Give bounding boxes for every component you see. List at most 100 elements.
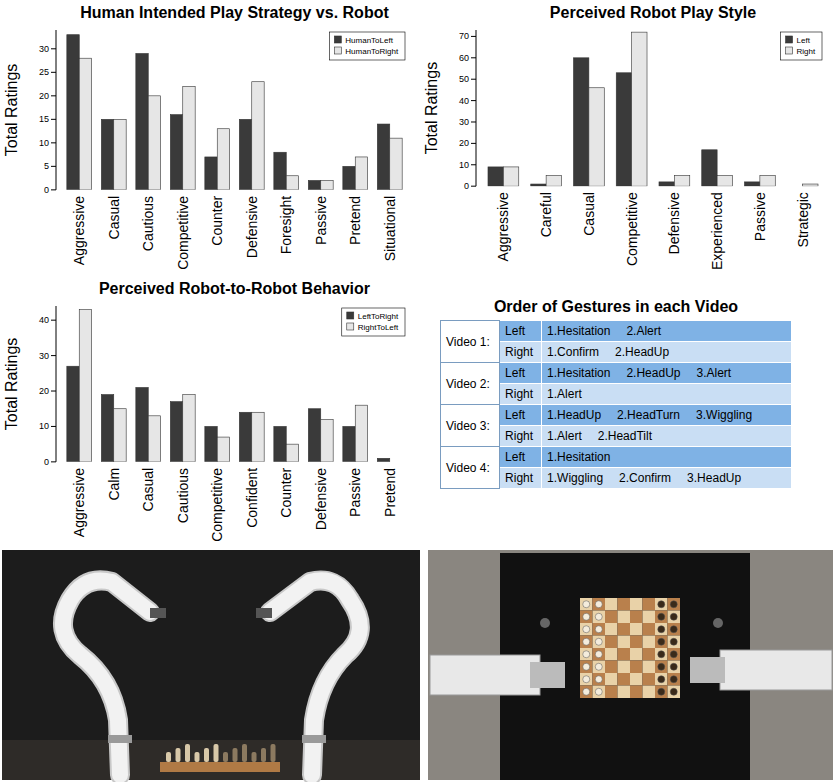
arm-shadow [270, 580, 360, 775]
bar [114, 119, 126, 190]
y-tick [471, 164, 476, 165]
black-table [500, 553, 750, 780]
gripper [530, 662, 565, 688]
bar [148, 416, 160, 462]
y-axis-line [56, 306, 57, 462]
category-label: Careful [538, 192, 554, 237]
board-square [630, 648, 643, 661]
legend-frame [342, 308, 405, 336]
video-cell: Video 3: [441, 405, 500, 447]
y-tick [51, 461, 56, 462]
board-square [655, 648, 668, 661]
y-tick [51, 142, 56, 143]
board-square [580, 661, 593, 674]
bar [205, 426, 217, 461]
bar [101, 395, 113, 462]
bar [390, 461, 402, 462]
chess-piece [670, 676, 677, 683]
y-tick-label: 25 [39, 67, 49, 77]
gesture: 1.Hesitation [547, 450, 610, 464]
category-label: Competitive [175, 196, 191, 270]
legend-swatch [786, 36, 793, 43]
chess-piece [261, 748, 266, 762]
gesture: 2.HeadTurn [617, 408, 680, 422]
side-cell: Right [500, 426, 542, 447]
y-tick-label: 10 [39, 138, 49, 148]
board-square [655, 686, 668, 699]
gesture: 3.Alert [696, 366, 731, 380]
board-square [655, 598, 668, 611]
chess-piece [658, 663, 665, 670]
board-square [593, 673, 606, 686]
legend-swatch [347, 323, 354, 330]
board-square [593, 661, 606, 674]
board-square [618, 598, 631, 611]
bar [136, 54, 148, 190]
bar-chart: Human Intended Play Strategy vs. RobotAg… [3, 4, 405, 270]
side-cell: Right [500, 384, 542, 405]
y-tick-label: 0 [464, 181, 469, 191]
bar [787, 186, 802, 187]
gesture: 2.HeadUp [626, 366, 680, 380]
y-tick-label: 30 [459, 117, 469, 127]
y-tick [471, 79, 476, 80]
y-tick [471, 100, 476, 101]
chess-board [160, 762, 280, 772]
y-tick [51, 48, 56, 49]
side-cell: Left [500, 405, 542, 426]
board-square [668, 661, 681, 674]
legend: LeftRight [781, 32, 822, 60]
gesture-cell: 1.Wiggling2.Confirm3.HeadUp [542, 468, 792, 489]
chess-piece [658, 601, 665, 608]
gesture-table-panel: Order of Gestures in each VideoVideo 1:L… [440, 298, 792, 489]
chess-piece [595, 613, 602, 620]
page: {"chart_data": [ {"type": "bar", "title"… [0, 0, 835, 782]
y-tick-label: 30 [39, 44, 49, 54]
chess-piece [583, 663, 590, 670]
chess-piece [195, 752, 200, 762]
board-square [630, 636, 643, 649]
board-square [618, 636, 631, 649]
y-axis-title: Total Ratings [423, 62, 440, 155]
category-label: Cautious [175, 468, 191, 523]
y-tick [471, 57, 476, 58]
category-label: Cautious [140, 196, 156, 251]
y-tick-label: 70 [459, 31, 469, 41]
bar [343, 166, 355, 190]
board-square [655, 611, 668, 624]
bar [148, 96, 160, 190]
chess-piece [595, 663, 602, 670]
bar [170, 402, 182, 462]
table-surface [2, 740, 420, 780]
gesture: 1.Hesitation [547, 324, 610, 338]
y-axis-title: Total Ratings [3, 338, 20, 431]
y-tick [51, 95, 56, 96]
board-square [668, 611, 681, 624]
category-label: Experienced [709, 192, 725, 270]
photo-top-view [428, 550, 833, 780]
legend-label: RightToLeft [358, 323, 399, 332]
chess-piece [658, 613, 665, 620]
robot-arm [63, 580, 150, 775]
bar [531, 184, 546, 186]
gesture: 1.Alert [547, 387, 582, 401]
y-tick-label: 20 [39, 91, 49, 101]
chess-piece [658, 688, 665, 695]
arm-joint-band [302, 735, 326, 743]
gesture: 2.HeadTilt [598, 429, 652, 443]
bar [274, 152, 286, 190]
bars [488, 32, 818, 186]
side-cell: Left [500, 363, 542, 384]
y-tick-label: 10 [39, 421, 49, 431]
board-square [593, 636, 606, 649]
bar [321, 180, 333, 189]
marker-dot [540, 618, 550, 628]
chart-title: Perceived Robot-to-Robot Behavior [99, 280, 370, 297]
bar [573, 58, 588, 186]
category-label: Casual [140, 468, 156, 512]
board-square [643, 636, 656, 649]
gesture: 3.HeadUp [687, 471, 741, 485]
board-square [643, 598, 656, 611]
bar-chart: Perceived Robot-to-Robot BehaviorAggress… [3, 280, 405, 542]
board-square [605, 686, 618, 699]
